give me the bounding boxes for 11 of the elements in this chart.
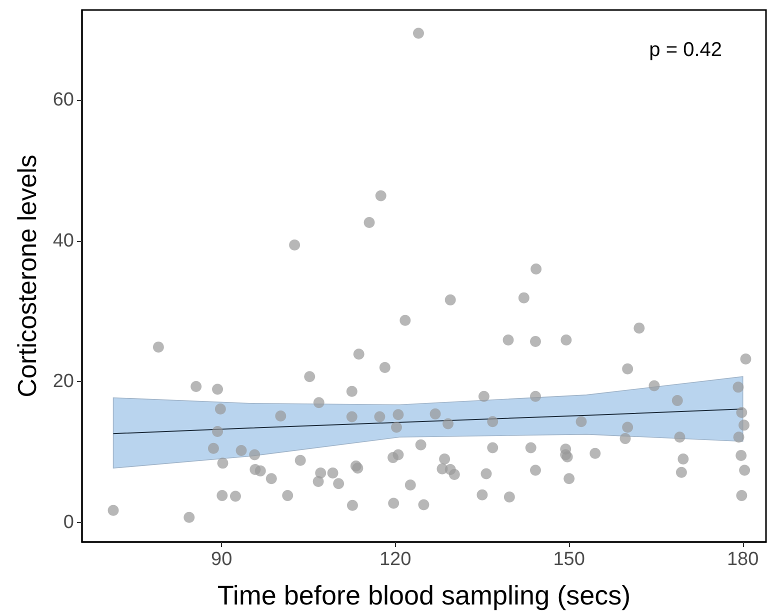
x-tick-label: 150 xyxy=(553,549,585,570)
y-tick-label: 20 xyxy=(52,371,74,392)
y-tick-label: 0 xyxy=(63,512,74,533)
x-tick-label: 120 xyxy=(379,549,412,570)
annotation: p = 0.42 xyxy=(649,39,722,61)
y-tick-label: 40 xyxy=(52,230,74,252)
y-tick-label: 60 xyxy=(52,90,74,111)
x-tick-label: 90 xyxy=(211,549,232,570)
y-axis-title: Corticosterone levels xyxy=(12,154,42,398)
x-axis-title: Time before blood sampling (secs) xyxy=(217,580,631,610)
x-tick-label: 180 xyxy=(726,549,759,570)
